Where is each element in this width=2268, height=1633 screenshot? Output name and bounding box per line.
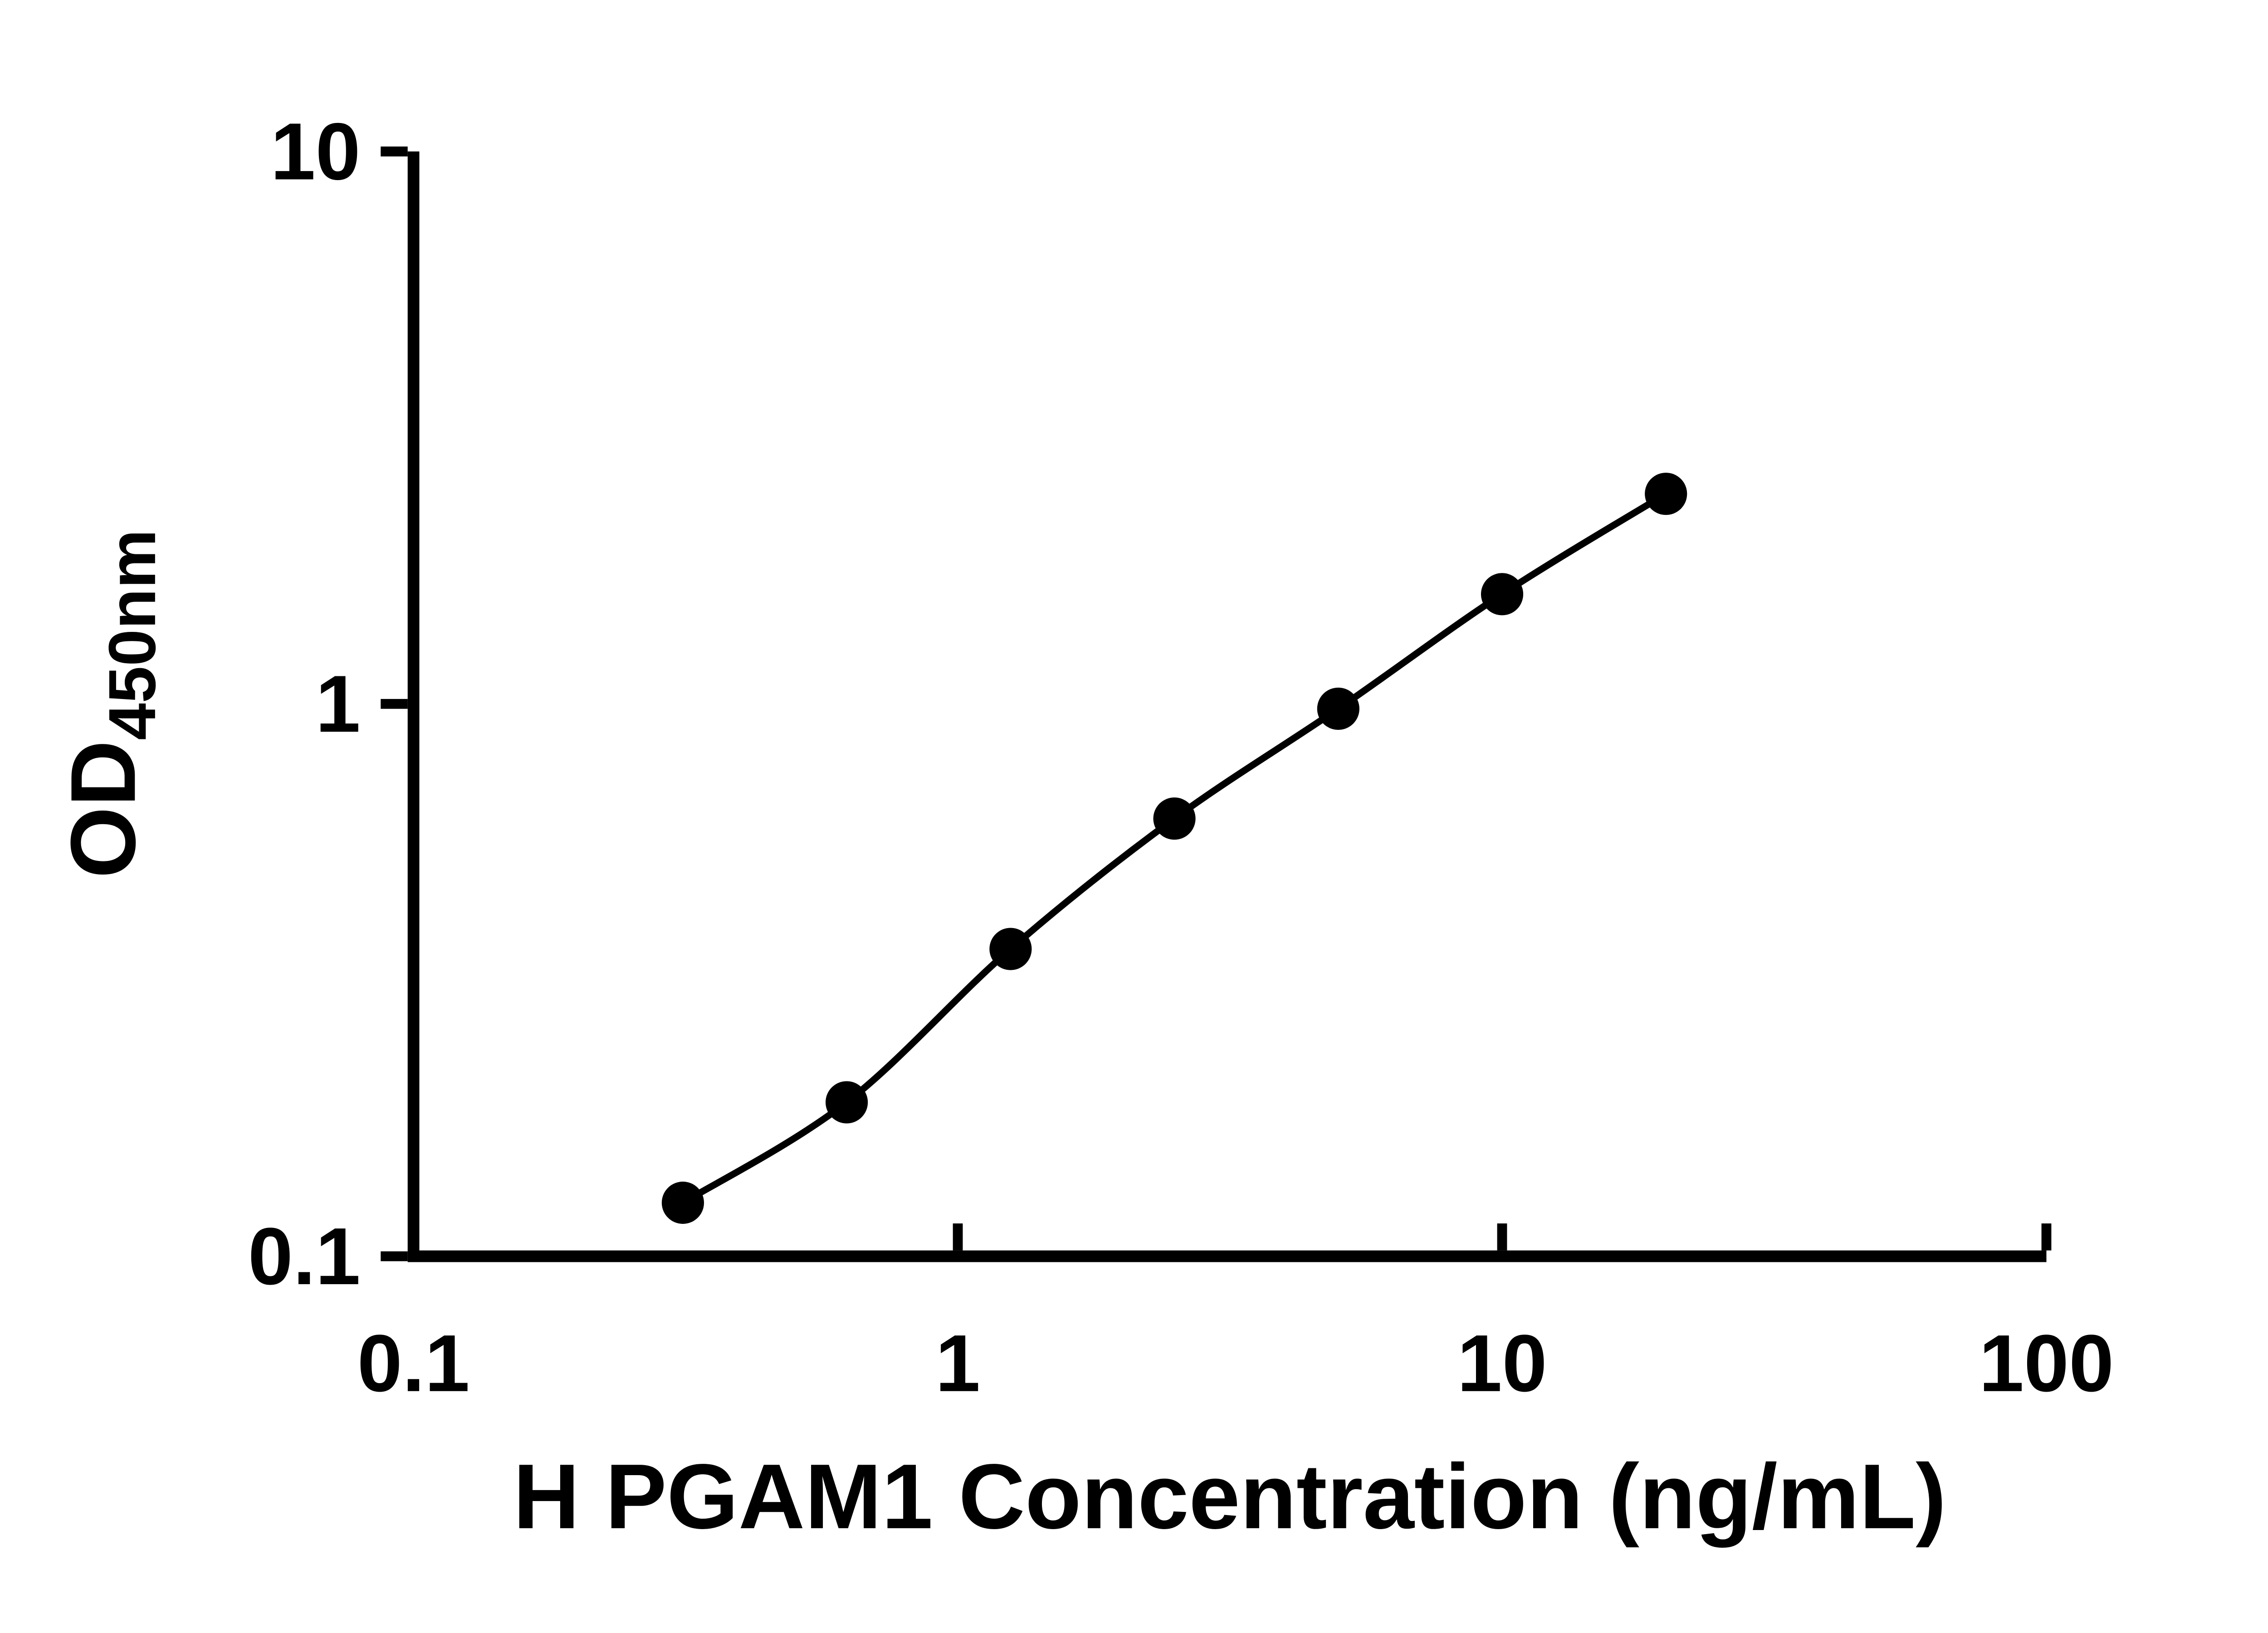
y-axis-title: OD450nm [52, 529, 170, 878]
data-point-marker [1481, 573, 1524, 616]
y-tick-label: 0.1 [248, 1211, 361, 1301]
data-point-marker [1645, 473, 1687, 515]
x-tick-label: 10 [1457, 1318, 1547, 1408]
plot-area: 0.1 1 10 100 0.1 1 10 [248, 106, 2114, 1408]
y-tick-label: 10 [270, 106, 360, 196]
y-axis-title-main: OD [52, 740, 155, 879]
data-point-marker [989, 928, 1032, 970]
data-point-marker [661, 1181, 704, 1224]
y-tick-label: 1 [316, 659, 361, 749]
x-tick-label: 0.1 [357, 1318, 470, 1408]
x-tick-label: 1 [935, 1318, 980, 1408]
y-axis-title-subscript: 450nm [95, 529, 170, 740]
axes-spines [407, 151, 2047, 1262]
x-axis-title: H PGAM1 Concentration (ng/mL) [513, 1445, 1946, 1548]
data-point-marker [826, 1081, 868, 1124]
x-tick-label: 100 [1979, 1318, 2114, 1408]
data-point-marker [1317, 687, 1359, 730]
data-point-marker [1153, 797, 1196, 840]
